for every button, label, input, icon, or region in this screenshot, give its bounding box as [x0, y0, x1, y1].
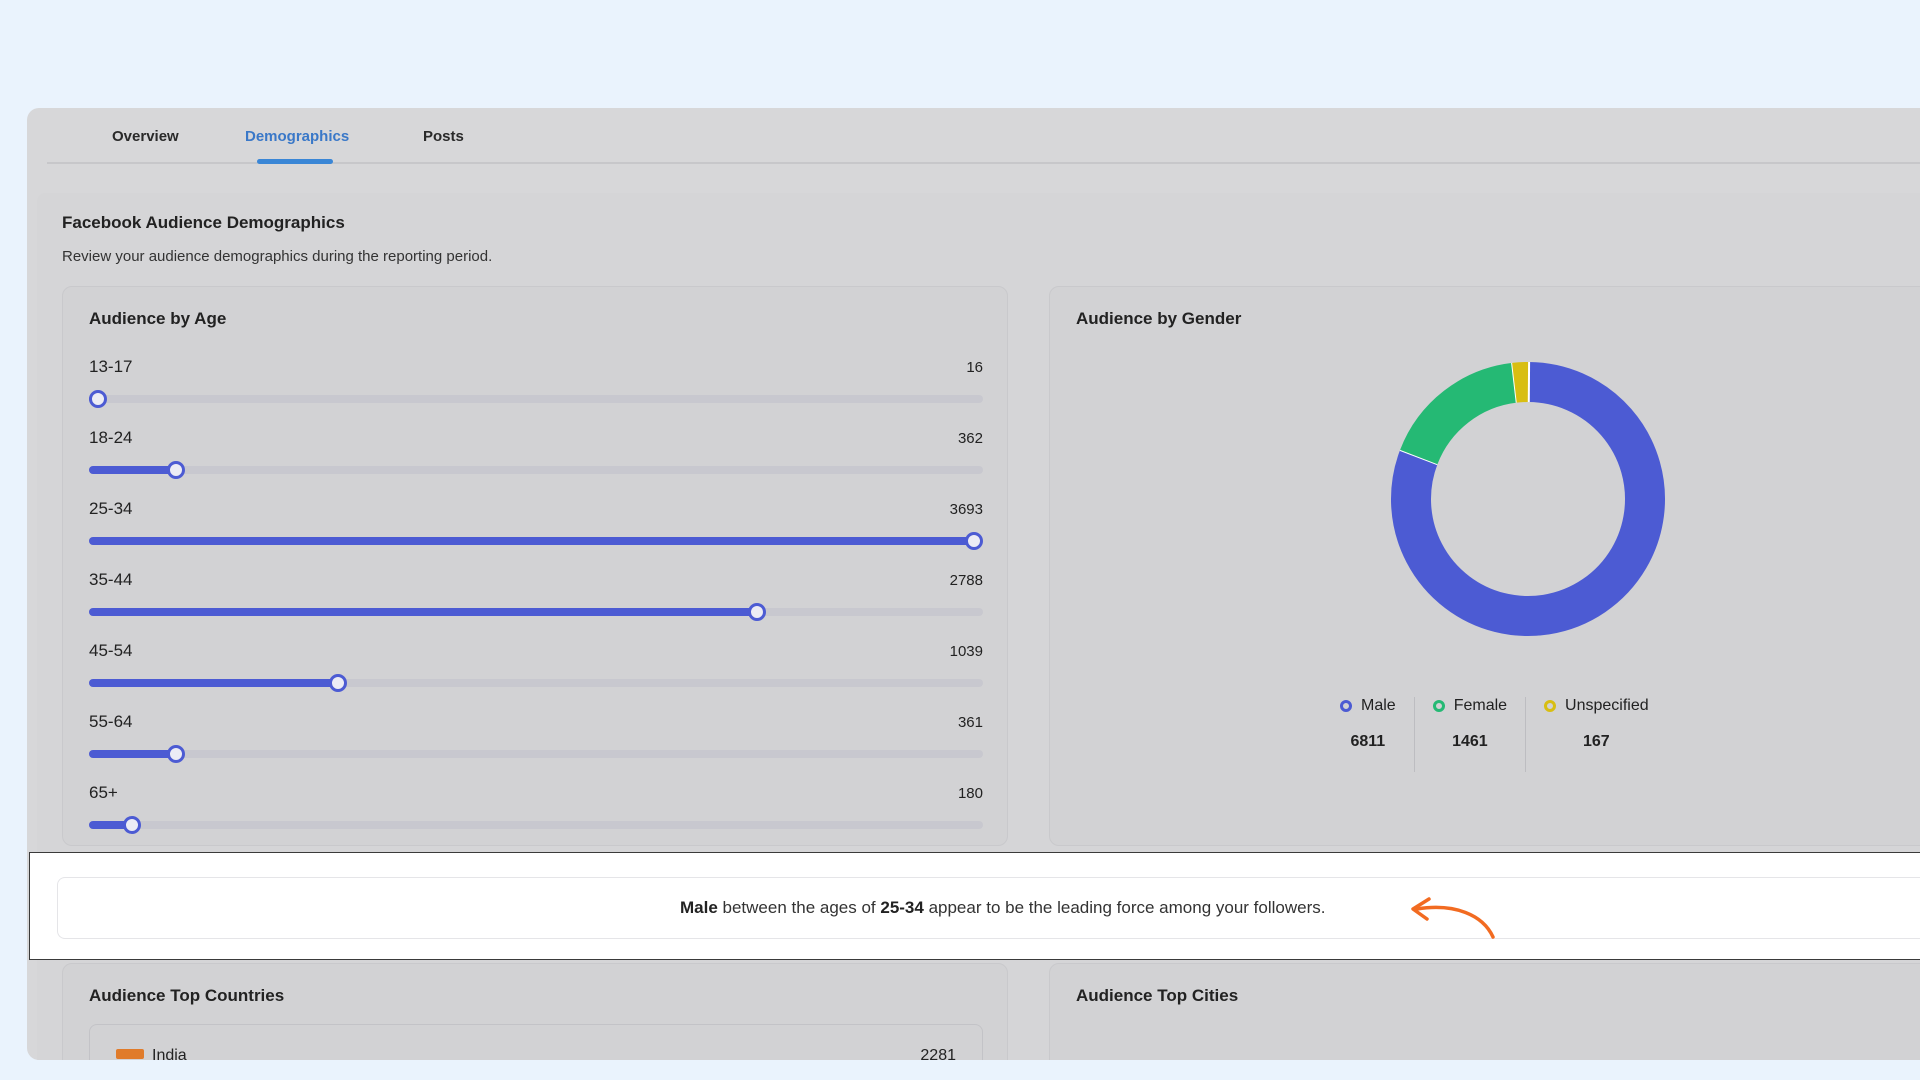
legend-dot-icon: [1432, 700, 1445, 712]
age-bar-track: [89, 674, 983, 692]
age-range-label: 55-64: [89, 712, 133, 731]
insight-callout: Male between the ages of 25-34 appear to…: [29, 852, 1920, 960]
age-row: 35-44 2788: [89, 570, 983, 630]
age-bar-track: [89, 461, 983, 479]
countries-card-title: Audience Top Countries: [89, 986, 285, 1005]
age-bar-track: [89, 603, 983, 621]
insight-box: [57, 877, 1920, 939]
legend-dot-icon: [1340, 700, 1352, 712]
age-range-label: 25-34: [89, 499, 133, 518]
age-card-title: Audience by Age: [89, 309, 227, 328]
insight-text-part: appear to be the leading force among you…: [923, 898, 1326, 917]
age-row: 18-24 362: [89, 428, 983, 488]
age-row: 45-54 1039: [89, 641, 983, 701]
legend-label-row: Female: [1432, 697, 1508, 715]
age-count: 3693: [949, 501, 983, 518]
donut-slice-unspecified[interactable]: [1512, 362, 1530, 403]
tab-posts[interactable]: Posts: [423, 128, 464, 145]
country-value: 2281: [920, 1047, 956, 1060]
age-bar-fill: [89, 821, 133, 829]
tab-bar: Overview Demographics Posts: [47, 108, 1920, 164]
legend-value: 167: [1583, 733, 1610, 750]
age-row: 65+ 180: [89, 783, 983, 843]
app-window: Overview Demographics Posts Facebook Aud…: [27, 108, 1920, 1060]
age-range-label: 65+: [89, 783, 118, 802]
tab-overview[interactable]: Overview: [112, 128, 179, 145]
age-count: 16: [966, 359, 983, 376]
legend-label: Male: [1361, 697, 1396, 714]
age-count: 361: [957, 714, 983, 731]
gender-donut-chart: [1388, 359, 1668, 639]
legend-value: 6811: [1350, 733, 1386, 750]
age-bar-handle: [166, 461, 185, 479]
age-row: 55-64 361: [89, 712, 983, 772]
demographics-panel: Facebook Audience Demographics Review yo…: [37, 193, 1920, 1060]
age-count: 362: [957, 430, 983, 447]
legend-label: Female: [1453, 697, 1508, 714]
age-bar-track: [89, 390, 983, 408]
age-bar-fill: [89, 750, 176, 758]
age-range-label: 45-54: [89, 641, 133, 660]
audience-by-age-card: Audience by Age 13-17 16 18-24 362 25-34 3693…: [62, 286, 1008, 846]
age-bar-handle: [123, 816, 142, 834]
curved-arrow-icon: [1411, 897, 1495, 939]
legend-item-unspecified[interactable]: Unspecified 167: [1526, 697, 1667, 772]
gender-card-title: Audience by Gender: [1076, 309, 1242, 328]
legend-label-row: Unspecified: [1544, 697, 1649, 715]
legend-dot-icon: [1544, 700, 1557, 712]
age-bar-handle: [748, 603, 767, 621]
insight-text-part: between the ages of: [717, 898, 881, 917]
age-bar-track: [89, 745, 983, 763]
age-bar-handle: [965, 532, 983, 550]
donut-slice-male[interactable]: [1391, 362, 1665, 636]
country-name: India: [152, 1047, 187, 1060]
donut-slice-female[interactable]: [1400, 362, 1518, 465]
age-bar-handle: [328, 674, 347, 692]
age-bar-track: [89, 532, 983, 550]
age-bar-handle: [166, 745, 185, 763]
gender-legend: Male 6811 Female 1461 Unspecified 167: [1322, 697, 1667, 772]
age-range-label: 35-44: [89, 570, 133, 589]
age-range-label: 18-24: [89, 428, 133, 447]
legend-label: Unspecified: [1565, 697, 1649, 714]
age-bar-fill: [89, 679, 338, 687]
age-bar-fill: [89, 608, 758, 616]
india-flag-icon: [116, 1049, 144, 1059]
cities-card-title: Audience Top Cities: [1076, 986, 1239, 1005]
insight-text: Male between the ages of 25-34 appear to…: [680, 898, 1325, 918]
age-range-label: 13-17: [89, 357, 133, 376]
insight-gender: Male: [680, 898, 718, 917]
age-row: 25-34 3693: [89, 499, 983, 559]
panel-title: Facebook Audience Demographics: [62, 213, 345, 232]
age-bar-fill: [89, 466, 176, 474]
tab-demographics[interactable]: Demographics: [245, 128, 350, 145]
audience-by-gender-card: Audience by Gender Male 6811 Female 1461 Uns…: [1049, 286, 1920, 846]
legend-item-male[interactable]: Male 6811: [1322, 697, 1415, 772]
legend-item-female[interactable]: Female 1461: [1415, 697, 1527, 772]
audience-top-countries-card: Audience Top Countries India 2281: [62, 963, 1008, 1060]
age-count: 2788: [949, 572, 983, 589]
insight-age-range: 25-34: [880, 898, 924, 917]
panel-subtitle: Review your audience demographics during…: [62, 248, 493, 265]
active-tab-indicator: [257, 159, 333, 164]
legend-value: 1461: [1452, 733, 1488, 750]
country-row: India 2281: [89, 1024, 983, 1060]
audience-top-cities-card: Audience Top Cities: [1049, 963, 1920, 1060]
age-row: 13-17 16: [89, 357, 983, 417]
age-bar-track: [89, 816, 983, 834]
age-count: 1039: [949, 643, 983, 660]
age-count: 180: [957, 785, 983, 802]
age-bar-fill: [89, 537, 974, 545]
age-bar-handle: [89, 390, 107, 408]
legend-label-row: Male: [1340, 697, 1396, 715]
